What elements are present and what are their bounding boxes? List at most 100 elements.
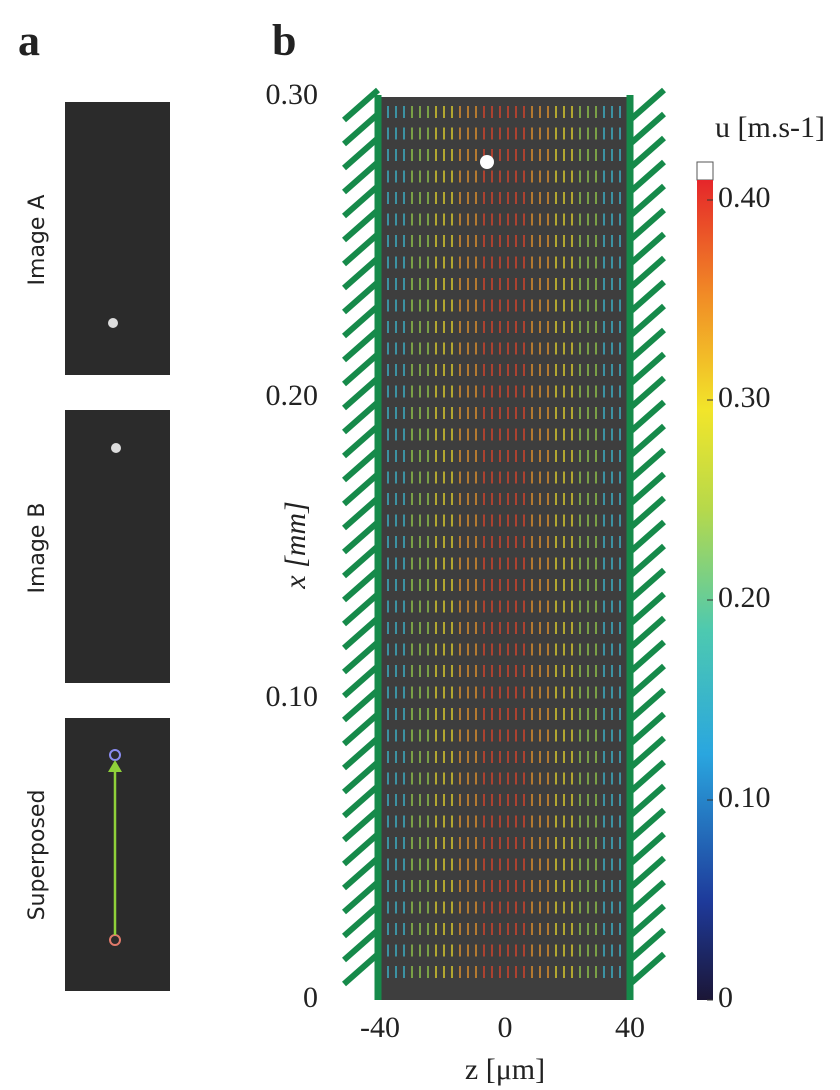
- hatch: [628, 375, 666, 411]
- hatch: [628, 639, 666, 675]
- hatch: [342, 303, 380, 339]
- image-a: [65, 102, 170, 375]
- hatch: [628, 879, 666, 915]
- hatch: [342, 207, 380, 243]
- hatch: [628, 351, 666, 387]
- hatch: [628, 111, 666, 147]
- colorbar-tick-label: 0.10: [718, 781, 771, 814]
- y-axis-label: x [mm]: [279, 501, 312, 590]
- hatch: [342, 951, 380, 987]
- hatch: [342, 663, 380, 699]
- hatch: [342, 711, 380, 747]
- hatch: [628, 135, 666, 171]
- y-tick-label: 0: [303, 981, 318, 1014]
- x-axis-label: z [μm]: [465, 1053, 545, 1086]
- panel-label: a: [18, 16, 40, 65]
- hatch: [628, 327, 666, 363]
- hatch: [628, 903, 666, 939]
- hatch: [342, 879, 380, 915]
- hatch: [342, 447, 380, 483]
- hatch: [342, 831, 380, 867]
- hatch: [628, 159, 666, 195]
- colorbar-tick-label: 0.20: [718, 581, 771, 614]
- hatch: [628, 951, 666, 987]
- image-label: Superposed: [25, 790, 50, 921]
- hatch: [342, 279, 380, 315]
- arrow-head: [108, 760, 122, 772]
- hatch: [628, 207, 666, 243]
- hatch: [342, 615, 380, 651]
- hatch: [628, 735, 666, 771]
- hatch: [628, 567, 666, 603]
- particle: [111, 443, 121, 453]
- colorbar-cap: [696, 161, 714, 181]
- hatch: [342, 783, 380, 819]
- panel-label: b: [272, 16, 296, 65]
- hatch: [342, 591, 380, 627]
- hatch: [342, 807, 380, 843]
- hatch: [628, 543, 666, 579]
- colorbar-tick-label: 0.30: [718, 381, 771, 414]
- y-tick-label: 0.30: [266, 78, 319, 111]
- hatch: [342, 759, 380, 795]
- hatch: [628, 855, 666, 891]
- walls: [342, 87, 666, 1000]
- hatch: [628, 831, 666, 867]
- colorbar-label: u [m.s-1]: [715, 111, 825, 144]
- hatch: [628, 687, 666, 723]
- particle: [108, 318, 118, 328]
- hatch: [628, 807, 666, 843]
- hatch: [342, 543, 380, 579]
- hatch: [628, 423, 666, 459]
- hatch: [342, 471, 380, 507]
- hatch: [342, 927, 380, 963]
- vector-field: [387, 106, 621, 978]
- hatch: [342, 231, 380, 267]
- hatch: [342, 519, 380, 555]
- hatch: [342, 423, 380, 459]
- hatch: [342, 183, 380, 219]
- hatch: [628, 471, 666, 507]
- hatch: [628, 711, 666, 747]
- x-tick-label: 40: [615, 1011, 645, 1044]
- hatch: [628, 399, 666, 435]
- hatch: [342, 855, 380, 891]
- y-tick-label: 0.10: [266, 680, 319, 713]
- hatch: [628, 303, 666, 339]
- hatch: [342, 87, 380, 123]
- hatch: [342, 111, 380, 147]
- image-label: Image A: [25, 195, 50, 286]
- hatch: [342, 135, 380, 171]
- hatch: [628, 783, 666, 819]
- hatch: [342, 495, 380, 531]
- hatch: [342, 375, 380, 411]
- x-tick-label: 0: [498, 1011, 513, 1044]
- hatch: [628, 615, 666, 651]
- hatch: [342, 159, 380, 195]
- hatch: [342, 639, 380, 675]
- hatch: [628, 591, 666, 627]
- hatch: [628, 279, 666, 315]
- colorbar-tick-label: 0.40: [718, 181, 771, 214]
- hatch: [342, 567, 380, 603]
- hatch: [342, 351, 380, 387]
- hatch: [628, 663, 666, 699]
- hatch: [342, 255, 380, 291]
- hatch: [342, 735, 380, 771]
- hatch: [342, 903, 380, 939]
- hatch: [628, 255, 666, 291]
- hatch: [342, 399, 380, 435]
- hatch: [628, 447, 666, 483]
- hatch: [628, 183, 666, 219]
- image-b: [65, 410, 170, 683]
- hatch: [628, 495, 666, 531]
- y-tick-label: 0.20: [266, 379, 319, 412]
- hatch: [628, 759, 666, 795]
- hatch: [628, 927, 666, 963]
- flow-image: [380, 97, 630, 1000]
- hatch: [628, 87, 666, 123]
- hatch: [342, 327, 380, 363]
- x-tick-label: -40: [360, 1011, 400, 1044]
- colorbar-tick-label: 0: [718, 981, 733, 1014]
